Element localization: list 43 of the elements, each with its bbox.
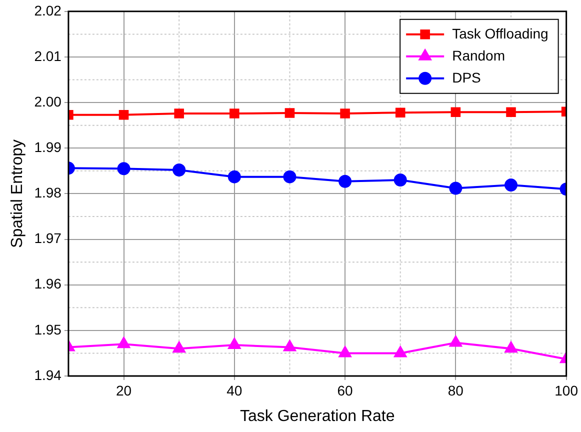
- y-tick-label: 1.97: [34, 230, 62, 246]
- point: [118, 337, 130, 348]
- point: [504, 342, 518, 353]
- y-tick-label: 1.95: [34, 321, 62, 338]
- point: [284, 108, 295, 118]
- y-tick-label: 1.96: [34, 276, 62, 292]
- x-tick-label: 20: [116, 382, 132, 398]
- point: [504, 178, 518, 192]
- point: [449, 182, 462, 195]
- point: [340, 108, 350, 118]
- x-tick-label: 40: [226, 382, 242, 398]
- point: [395, 108, 406, 118]
- point: [117, 162, 130, 176]
- y-axis-title: Spatial Entropy: [9, 139, 26, 248]
- legend-label: DPS: [452, 69, 481, 86]
- x-tick-label: 100: [554, 382, 578, 398]
- point: [118, 110, 129, 120]
- point: [450, 107, 461, 118]
- y-tick-label: 1.94: [34, 366, 62, 383]
- point: [228, 170, 241, 184]
- y-tick-label: 2.01: [34, 48, 62, 64]
- point: [394, 346, 407, 358]
- point: [284, 340, 296, 352]
- x-tick-label: 60: [337, 382, 354, 398]
- point: [449, 336, 462, 347]
- y-tick-label: 1.98: [34, 184, 62, 201]
- y-tick-label: 2.02: [34, 2, 62, 18]
- y-tick-label: 1.99: [34, 138, 62, 155]
- legend-label: Random: [452, 47, 505, 64]
- point: [230, 108, 240, 118]
- x-axis-title: Task Generation Rate: [240, 408, 395, 425]
- point: [506, 107, 516, 118]
- legend-label: Task Offloading: [452, 25, 548, 42]
- point: [338, 174, 352, 188]
- point: [283, 170, 296, 184]
- x-tick-label: 80: [448, 382, 464, 398]
- point: [228, 338, 241, 350]
- point: [172, 164, 186, 176]
- point: [174, 108, 184, 118]
- point: [172, 342, 186, 353]
- point: [338, 346, 352, 358]
- point: [394, 174, 407, 187]
- y-tick-label: 2.00: [34, 93, 62, 110]
